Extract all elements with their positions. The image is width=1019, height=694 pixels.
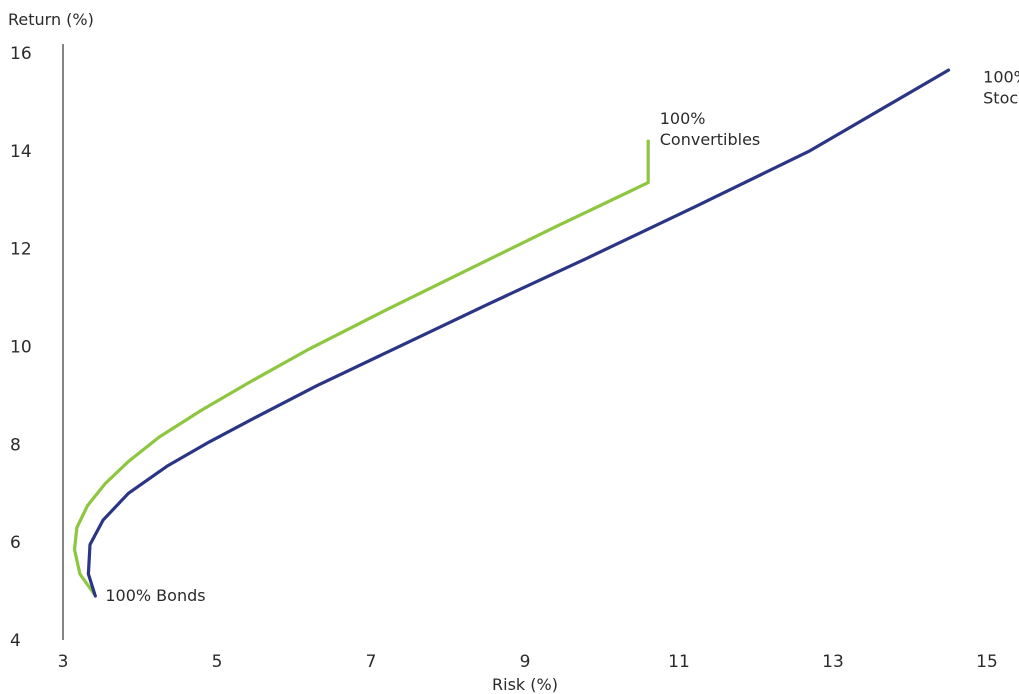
annotation-line: Stocks [983,88,1019,107]
y-tick-label: 10 [10,338,32,358]
y-tick-label: 16 [10,44,32,64]
x-axis-title: Risk (%) [492,675,558,694]
x-tick-label: 7 [366,652,377,672]
annotation-label: 100% Stocks [983,67,1019,107]
y-axis-title: Return (%) [8,10,94,29]
series-line-0 [72,139,650,596]
y-tick-label: 6 [10,533,21,553]
y-tick-label: 14 [10,142,32,162]
annotations: 100% Convertibles 100% Stocks 100% Bonds [105,67,1019,605]
x-tick-label: 13 [822,652,844,672]
y-tick-label: 8 [10,435,21,455]
annotation-line: 100% [660,109,706,128]
y-axis-ticks: 4 6 8 10 12 14 16 [10,44,32,651]
annotation-line: 100% Bonds [105,586,205,605]
annotation-line: 100% [983,67,1019,86]
x-tick-label: 9 [520,652,531,672]
annotation-line: Convertibles [660,130,761,149]
x-tick-label: 15 [976,652,998,672]
annotation-label: 100% Convertibles [660,109,761,149]
x-tick-label: 3 [58,652,69,672]
annotation-label: 100% Bonds [105,586,205,605]
y-tick-label: 4 [10,631,21,651]
x-tick-label: 5 [212,652,223,672]
x-tick-label: 11 [668,652,690,672]
series-line-1 [86,68,951,598]
x-axis-ticks: 3 5 7 9 11 13 15 [58,652,998,672]
series-lines [72,68,951,598]
y-tick-label: 12 [10,240,32,260]
